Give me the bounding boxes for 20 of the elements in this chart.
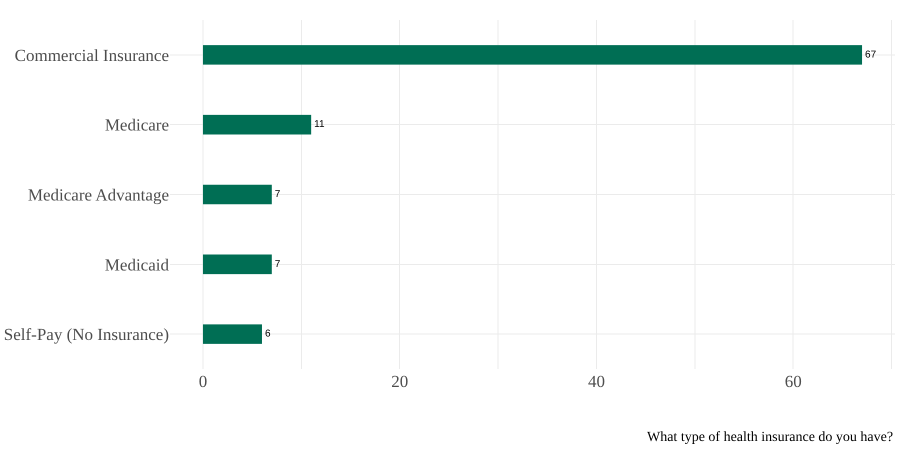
bar bbox=[202, 45, 862, 65]
x-tick-label: 40 bbox=[588, 372, 605, 391]
y-tick-label: Commercial Insurance bbox=[14, 46, 169, 65]
data-label: 7 bbox=[274, 258, 281, 270]
y-tick-label: Self-Pay (No Insurance) bbox=[4, 325, 169, 344]
x-tick-label: 60 bbox=[784, 372, 802, 391]
data-label: 6 bbox=[264, 328, 271, 340]
x-tick-label: 0 bbox=[198, 372, 208, 391]
x-tick-label: 20 bbox=[391, 372, 408, 391]
bar bbox=[202, 184, 272, 204]
data-label: 67 bbox=[865, 49, 877, 60]
y-tick-label: Medicare Advantage bbox=[28, 185, 169, 204]
y-tick-label: Medicaid bbox=[104, 255, 170, 274]
text: What type of health insurance do you have? bbox=[647, 430, 894, 445]
data-label: 11 bbox=[314, 119, 325, 130]
y-tick-label: Medicare bbox=[104, 116, 169, 135]
bar bbox=[202, 114, 312, 134]
bar bbox=[202, 324, 262, 344]
data-label: 7 bbox=[274, 189, 281, 200]
bar bbox=[202, 254, 272, 274]
